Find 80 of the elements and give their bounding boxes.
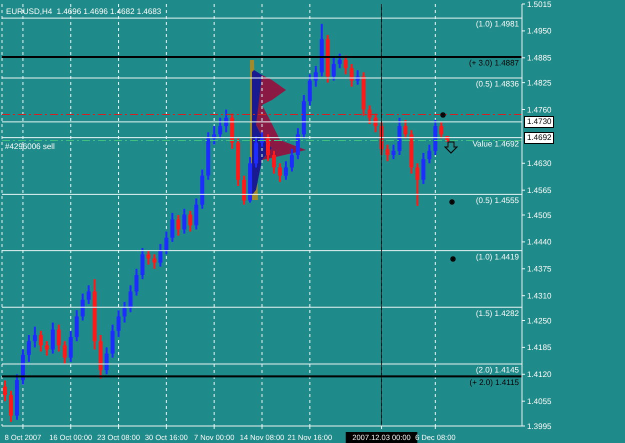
candlestick xyxy=(266,133,270,162)
ref-line-label: (0.5) 1.4836 xyxy=(476,80,520,89)
y-tick-label: 1.4885 xyxy=(527,54,552,63)
y-tick-label: 1.5015 xyxy=(527,0,552,9)
candlestick xyxy=(350,62,354,88)
candlestick xyxy=(80,292,85,322)
candlestick xyxy=(386,144,390,162)
y-tick-label: 1.4375 xyxy=(527,264,552,274)
candlestick xyxy=(278,162,282,183)
ref-line-label: Value 1.4692 xyxy=(472,139,520,148)
candlestick xyxy=(392,144,396,160)
candlestick xyxy=(182,208,186,235)
candlestick xyxy=(3,379,7,402)
candlestick xyxy=(170,212,174,243)
y-tick-label: 1.4565 xyxy=(527,186,552,196)
candlestick xyxy=(146,249,150,266)
candlestick xyxy=(308,73,312,106)
candlestick xyxy=(158,242,162,268)
y-tick-label: 1.4630 xyxy=(527,159,552,168)
annotation: 1.4730 xyxy=(524,116,554,128)
y-tick-label: 1.4120 xyxy=(527,370,552,380)
candlestick xyxy=(116,309,121,338)
candlestick xyxy=(140,247,144,280)
candlestick xyxy=(338,52,342,70)
candlestick xyxy=(421,152,426,185)
y-tick-label: 1.4505 xyxy=(527,210,552,220)
candlestick xyxy=(290,148,294,173)
candlestick xyxy=(368,104,372,125)
y-tick-label: 1.3995 xyxy=(527,422,552,431)
y-tick-label: 1.4950 xyxy=(527,26,552,36)
y-tick-label: 1.4185 xyxy=(527,343,552,352)
candlestick xyxy=(128,284,133,314)
candlestick xyxy=(284,160,288,181)
candlestick xyxy=(427,144,432,164)
candlestick xyxy=(44,340,49,357)
ref-line-label: (0.5) 1.4555 xyxy=(476,196,520,205)
candlestick xyxy=(110,324,115,359)
y-tick-label: 1.4055 xyxy=(527,397,552,406)
candlestick xyxy=(62,340,67,365)
y-tick-label: 1.4760 xyxy=(527,105,552,114)
y-tick-label: 1.4825 xyxy=(527,78,552,88)
y-tick-label: 1.4250 xyxy=(527,316,552,326)
candlestick xyxy=(86,284,91,305)
ref-line-label: (2.0) 1.4145 xyxy=(476,366,520,375)
candlestick xyxy=(134,268,138,297)
candlestick xyxy=(32,326,37,348)
ref-line-label: #4296006 sell xyxy=(5,142,56,152)
annotation: 1.4692 xyxy=(524,132,554,144)
candlestick xyxy=(254,135,258,168)
ref-line-label: (+ 2.0) 1.4115 xyxy=(470,378,520,388)
candlestick xyxy=(176,214,180,237)
candlestick xyxy=(439,120,444,140)
candlestick xyxy=(296,127,300,160)
candlestick xyxy=(104,346,109,376)
ref-line-label: (1.5) 1.4282 xyxy=(476,308,520,318)
candlestick xyxy=(242,174,246,206)
candlestick xyxy=(50,322,55,355)
y-tick-label: 1.4310 xyxy=(527,292,552,301)
candlestick xyxy=(56,324,61,353)
candlestick xyxy=(8,390,13,423)
candlestick xyxy=(272,150,276,175)
candlestick xyxy=(152,253,156,270)
candlestick xyxy=(74,309,79,342)
candlestick xyxy=(68,330,73,363)
candlestick xyxy=(38,330,43,353)
chart-title: EURUSD,H4 1.4696 1.4696 1.4682 1.4683 xyxy=(6,7,162,16)
candlestick xyxy=(122,300,127,324)
candlestick xyxy=(415,162,420,207)
ref-line-label: (1.0) 1.4419 xyxy=(476,252,520,262)
y-tick-label: 1.4440 xyxy=(527,238,552,247)
candlestick xyxy=(188,210,192,233)
candlestick xyxy=(403,118,408,140)
candlestick xyxy=(164,230,168,256)
candlestick xyxy=(344,54,348,76)
candlestick xyxy=(194,197,198,230)
candlestick xyxy=(26,334,31,363)
ref-line-label: (+ 3.0) 1.4887 xyxy=(468,58,520,68)
candlestick xyxy=(332,56,336,82)
ref-line-label: (1.0) 1.4981 xyxy=(476,20,520,29)
candlestick xyxy=(218,116,222,140)
